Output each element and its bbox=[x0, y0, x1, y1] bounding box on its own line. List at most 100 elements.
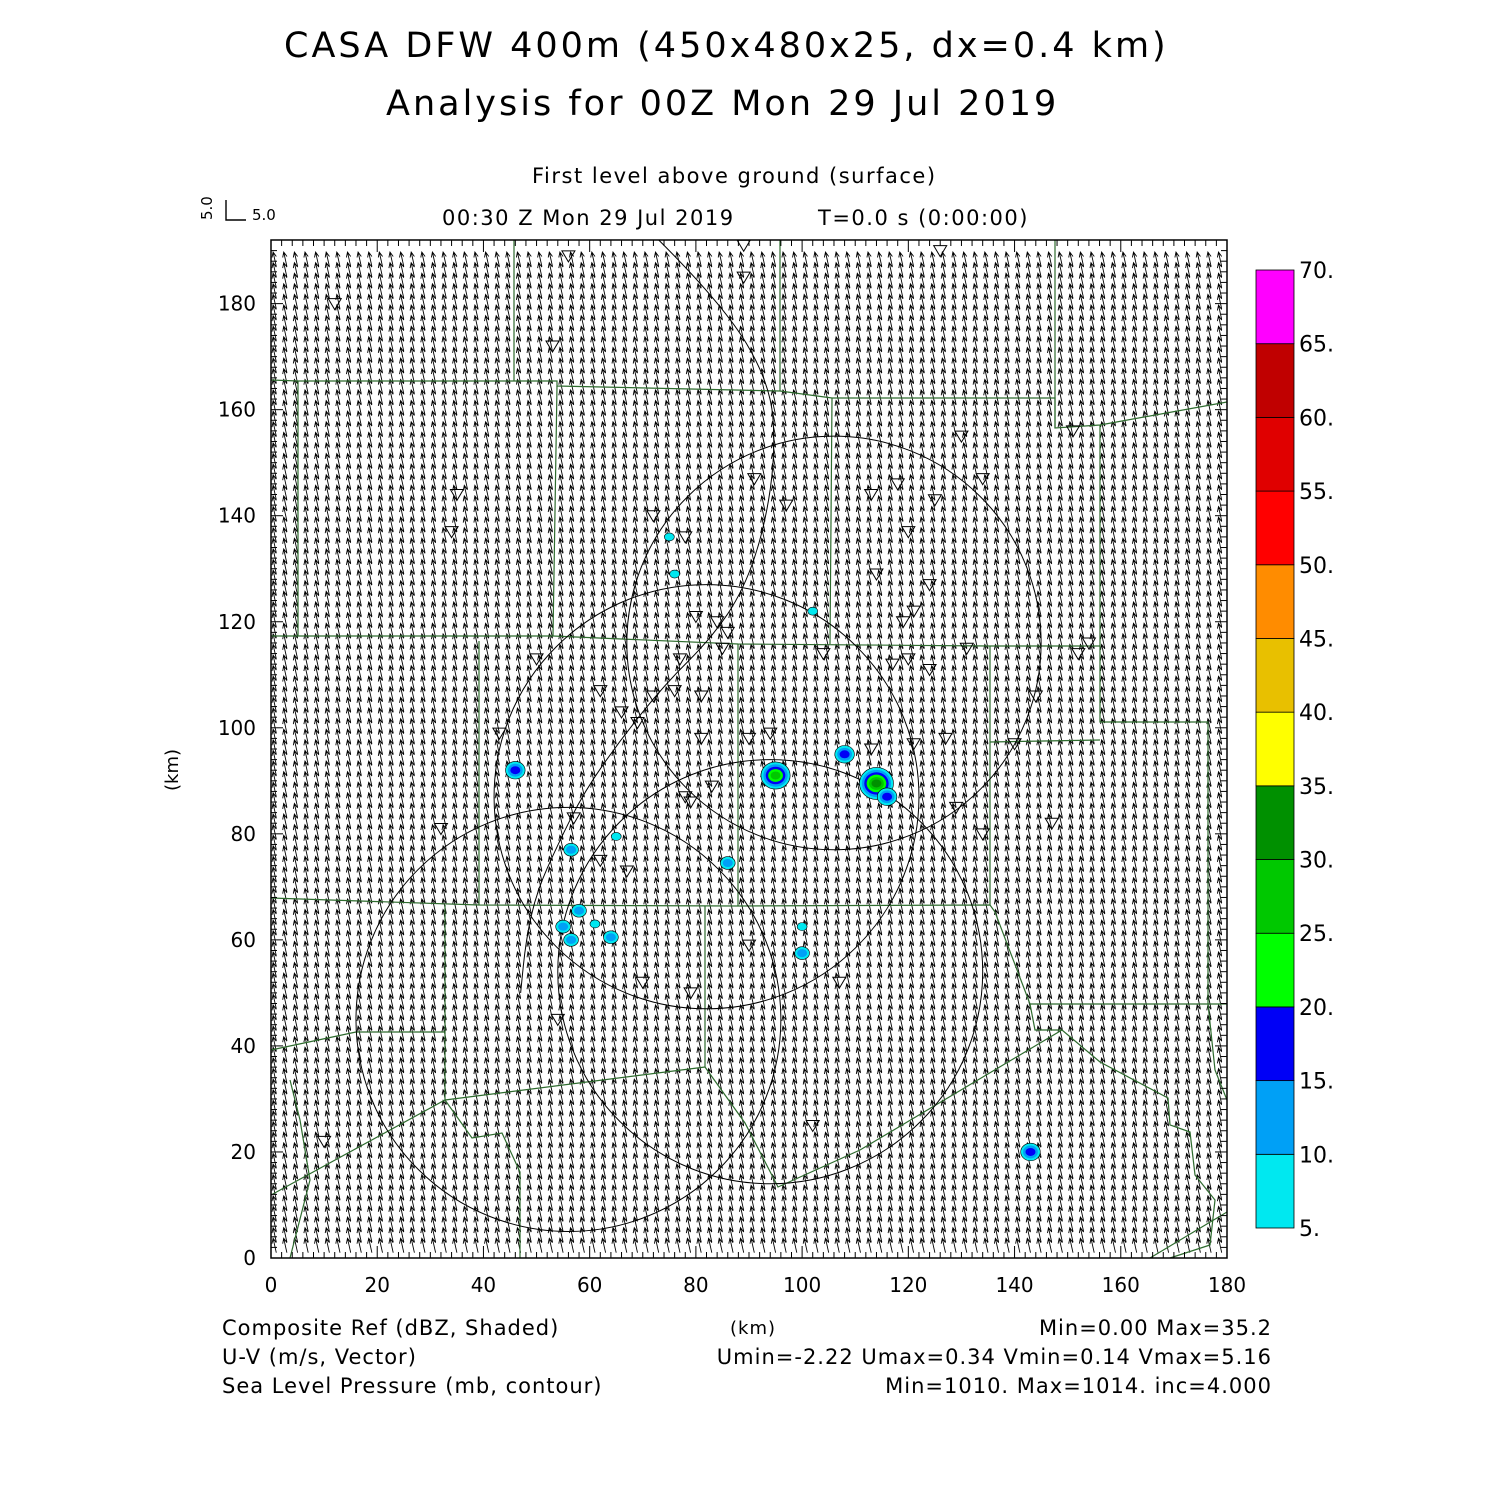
station-marker bbox=[927, 494, 943, 507]
reflectivity-echo bbox=[589, 919, 601, 929]
station-marker bbox=[709, 616, 725, 629]
county-line bbox=[704, 1029, 1216, 1259]
reflectivity-echo bbox=[871, 779, 882, 788]
x-tick-label: 80 bbox=[683, 1273, 708, 1297]
reflectivity-echo bbox=[1025, 1147, 1036, 1156]
x-tick-label: 120 bbox=[889, 1273, 927, 1297]
axis-ticks: 0 20 40 60 80 100 120 140 160 180 0 20 40 60 80 100 120 1… bbox=[218, 239, 1246, 1297]
x-tick-label: 60 bbox=[577, 1273, 602, 1297]
y-tick-label: 120 bbox=[218, 610, 256, 634]
reflectivity-echo bbox=[882, 792, 893, 801]
y-tick-label: 100 bbox=[218, 716, 256, 740]
station-marker bbox=[646, 690, 661, 703]
colorbar-swatch bbox=[1255, 859, 1295, 934]
station-marker bbox=[720, 626, 736, 640]
chart-title-line2: Analysis for 00Z Mon 29 Jul 2019 bbox=[386, 84, 1060, 124]
station-marker bbox=[890, 478, 906, 491]
colorbar-label: 25. bbox=[1299, 922, 1334, 947]
colorbar-swatch bbox=[1255, 638, 1295, 713]
pressure-contours bbox=[520, 239, 775, 993]
station-marker bbox=[688, 610, 704, 624]
reflectivity-echo bbox=[605, 933, 616, 942]
reflectivity-echo bbox=[510, 766, 521, 775]
y-tick-label: 140 bbox=[218, 504, 256, 528]
colorbar: 5. 10. 15. 20. 25. 30. 35. 40. 45. 50. 55. 60. 65. 70… bbox=[1255, 259, 1334, 1242]
reflectivity-echo bbox=[566, 935, 577, 944]
colorbar-swatch bbox=[1255, 416, 1295, 492]
valid-time-label: 00:30 Z Mon 29 Jul 2019 bbox=[442, 206, 735, 230]
footer-field2: U-V (m/s, Vector) bbox=[222, 1345, 417, 1369]
x-axis-units: (km) bbox=[730, 1318, 777, 1339]
footer-field3: Sea Level Pressure (mb, contour) bbox=[222, 1374, 603, 1398]
x-tick-label: 180 bbox=[1208, 1273, 1246, 1297]
footer-stats2: Umin=-2.22 Umax=0.34 Vmin=0.14 Vmax=5.16 bbox=[716, 1345, 1272, 1369]
station-marker bbox=[736, 239, 752, 253]
reflectivity-echo bbox=[669, 569, 680, 579]
y-tick-label: 80 bbox=[231, 822, 256, 846]
station-marker bbox=[746, 473, 762, 486]
station-marker bbox=[805, 1119, 821, 1133]
wind-vectors bbox=[271, 251, 1223, 1253]
x-tick-label: 40 bbox=[471, 1273, 496, 1297]
station-marker bbox=[885, 658, 900, 672]
reference-vector bbox=[225, 200, 246, 221]
colorbar-swatch bbox=[1255, 1080, 1295, 1155]
colorbar-label: 40. bbox=[1299, 701, 1334, 726]
colorbar-swatch bbox=[1255, 785, 1295, 860]
station-marker bbox=[646, 510, 661, 523]
station-marker bbox=[741, 732, 757, 746]
reflectivity-echo bbox=[558, 922, 569, 931]
x-tick-label: 20 bbox=[364, 1273, 389, 1297]
station-marker bbox=[449, 489, 465, 502]
reflectivity-echo bbox=[610, 832, 622, 841]
y-tick-label: 40 bbox=[231, 1034, 256, 1058]
station-marker bbox=[592, 685, 608, 698]
station-marker bbox=[683, 796, 698, 810]
colorbar-label: 5. bbox=[1299, 1217, 1320, 1242]
station-marker bbox=[672, 653, 688, 666]
station-marker bbox=[975, 828, 991, 841]
station-marker bbox=[922, 663, 937, 677]
county-line bbox=[1099, 425, 1209, 1004]
station-marker bbox=[863, 743, 879, 756]
county-line bbox=[270, 1031, 357, 1051]
colorbar-swatch bbox=[1255, 1153, 1295, 1229]
reflectivity-echo bbox=[797, 949, 808, 958]
reflectivity-echo bbox=[839, 750, 850, 759]
footer-stats1: Min=0.00 Max=35.2 bbox=[1038, 1316, 1272, 1340]
station-marker bbox=[895, 616, 911, 629]
station-marker bbox=[869, 568, 884, 582]
reflectivity-echo bbox=[566, 845, 577, 854]
county-line bbox=[270, 379, 1228, 429]
station-marker bbox=[1044, 817, 1060, 831]
reflectivity-echoes bbox=[505, 532, 1041, 1162]
station-marker bbox=[948, 801, 964, 815]
colorbar-swatch bbox=[1255, 711, 1295, 787]
station-marker bbox=[561, 250, 576, 263]
station-marker bbox=[975, 473, 991, 486]
station-marker bbox=[704, 780, 720, 794]
station-marker bbox=[1028, 690, 1044, 703]
y-axis-label: (km) bbox=[162, 749, 183, 791]
station-marker bbox=[444, 526, 459, 539]
station-marker bbox=[959, 642, 975, 656]
footer-field1: Composite Ref (dBZ, Shaded) bbox=[222, 1316, 560, 1340]
colorbar-label: 70. bbox=[1299, 259, 1334, 284]
forecast-time-label: T=0.0 s (0:00:00) bbox=[818, 206, 1029, 230]
station-marker bbox=[736, 271, 752, 285]
station-marker bbox=[906, 605, 922, 619]
station-marker bbox=[529, 653, 544, 666]
y-tick-label: 20 bbox=[231, 1140, 256, 1164]
station-marker bbox=[592, 854, 608, 868]
county-line bbox=[829, 397, 833, 645]
reflectivity-echo bbox=[807, 606, 819, 616]
y-tick-label: 60 bbox=[231, 928, 256, 952]
colorbar-label: 55. bbox=[1299, 480, 1334, 505]
station-marker bbox=[815, 648, 831, 661]
station-marker bbox=[906, 738, 922, 751]
station-marker bbox=[667, 685, 683, 698]
radar-ring bbox=[626, 435, 1042, 851]
county-line bbox=[1149, 1211, 1228, 1259]
station-marker bbox=[762, 727, 778, 741]
radar-ring bbox=[557, 759, 984, 1185]
